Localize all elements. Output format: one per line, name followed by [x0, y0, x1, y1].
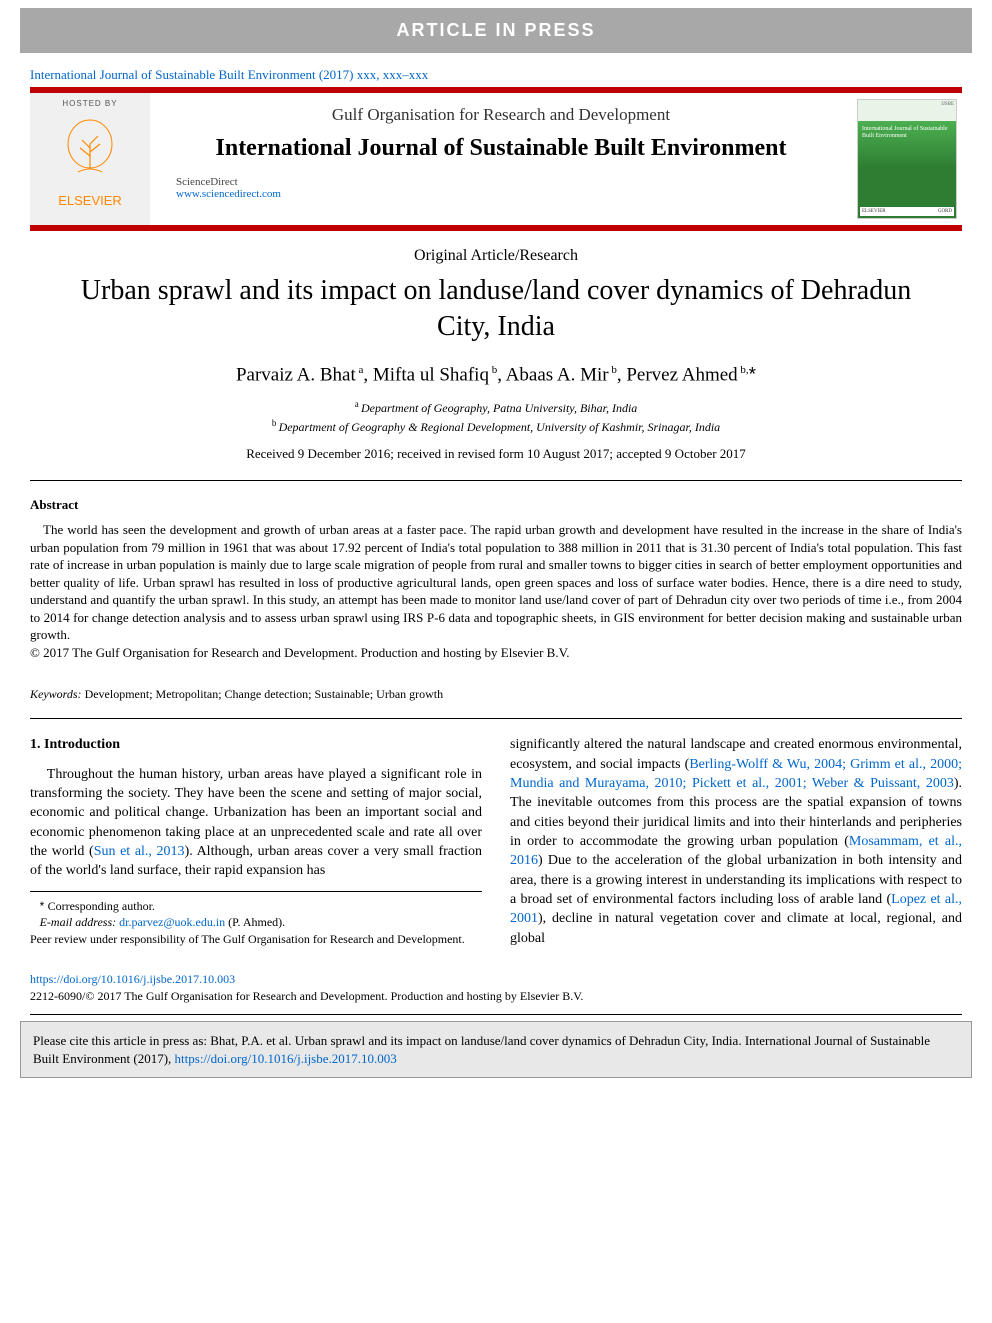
affiliations: a Department of Geography, Patna Univers… [0, 398, 992, 436]
author-1-aff: a [356, 364, 364, 376]
author-4-aff: b, [738, 364, 749, 376]
abstract-copyright: © 2017 The Gulf Organisation for Researc… [30, 644, 962, 662]
publisher-org: Gulf Organisation for Research and Devel… [160, 103, 842, 135]
cover-elsevier: ELSEVIER [862, 209, 886, 214]
abstract-heading: Abstract [30, 497, 962, 521]
divider [30, 1014, 962, 1015]
email-link[interactable]: dr.parvez@uok.edu.in [119, 915, 225, 929]
article-dates: Received 9 December 2016; received in re… [0, 436, 992, 480]
header-center: Gulf Organisation for Research and Devel… [150, 93, 852, 225]
cover-title: International Journal of Sustainable Bui… [862, 126, 952, 140]
author-3-aff: b [609, 364, 617, 376]
cite-text: Please cite this article in press as: Bh… [33, 1033, 930, 1066]
peer-review-note: Peer review under responsibility of The … [30, 931, 482, 948]
hosted-by-label: HOSTED BY [30, 99, 150, 112]
sciencedirect-label: ScienceDirect [176, 176, 842, 188]
author-3: Abaas A. Mir [506, 364, 609, 385]
section-1-heading: 1. Introduction [30, 735, 482, 764]
article-title: Urban sprawl and its impact on landuse/l… [0, 269, 992, 364]
elsevier-tree-icon [60, 116, 120, 186]
keywords-text: Development; Metropolitan; Change detect… [85, 687, 444, 701]
abstract-text: The world has seen the development and g… [30, 521, 962, 644]
cover-gord: GORD [938, 209, 952, 214]
keywords-block: Keywords: Development; Metropolitan; Cha… [0, 671, 992, 718]
abstract-section: Abstract The world has seen the developm… [0, 481, 992, 671]
journal-cover-thumbnail: IJSBE International Journal of Sustainab… [857, 99, 957, 219]
affiliation-b: Department of Geography & Regional Devel… [279, 420, 721, 434]
keywords-label: Keywords: [30, 687, 82, 701]
cite-doi-link[interactable]: https://doi.org/10.1016/j.ijsbe.2017.10.… [175, 1051, 397, 1066]
doi-link[interactable]: https://doi.org/10.1016/j.ijsbe.2017.10.… [30, 972, 962, 987]
author-2-aff: b [489, 364, 497, 376]
intro-para-1: Throughout the human history, urban area… [30, 765, 482, 881]
citation-link[interactable]: Sun et al., 2013 [94, 844, 185, 859]
author-4: Pervez Ahmed [626, 364, 737, 385]
journal-reference: International Journal of Sustainable Bui… [0, 53, 992, 87]
footnotes: * Corresponding author. E-mail address: … [30, 891, 482, 948]
aff-b-marker: b [272, 418, 279, 428]
article-type: Original Article/Research [0, 231, 992, 269]
column-left: 1. Introduction Throughout the human his… [30, 735, 482, 948]
intro-para-2: significantly altered the natural landsc… [510, 735, 962, 947]
cover-footer: ELSEVIER GORD [860, 207, 954, 216]
email-name: (P. Ahmed). [228, 915, 285, 929]
article-in-press-banner: ARTICLE IN PRESS [20, 8, 972, 53]
email-row: E-mail address: dr.parvez@uok.edu.in (P.… [30, 914, 482, 931]
citation-box: Please cite this article in press as: Bh… [20, 1021, 972, 1078]
bottom-block: https://doi.org/10.1016/j.ijsbe.2017.10.… [0, 958, 992, 1010]
corresponding-star-icon: * [749, 364, 756, 385]
corresponding-author-note: * Corresponding author. [30, 898, 482, 915]
cover-badge: IJSBE [941, 102, 954, 107]
journal-header: HOSTED BY ELSEVIER Gulf Organisation for… [30, 87, 962, 225]
author-1: Parvaiz A. Bhat [236, 364, 356, 385]
sciencedirect-link[interactable]: www.sciencedirect.com [176, 188, 842, 200]
journal-cover-box: IJSBE International Journal of Sustainab… [852, 93, 962, 225]
corresponding-text: Corresponding author. [48, 899, 155, 913]
journal-name: International Journal of Sustainable Bui… [160, 135, 842, 176]
issn-copyright: 2212-6090/© 2017 The Gulf Organisation f… [30, 987, 962, 1004]
hosted-by-box: HOSTED BY ELSEVIER [30, 93, 150, 225]
star-icon: * [40, 899, 48, 913]
elsevier-label: ELSEVIER [30, 193, 150, 208]
column-right: significantly altered the natural landsc… [510, 735, 962, 948]
sciencedirect-block: ScienceDirect www.sciencedirect.com [160, 176, 842, 200]
affiliation-a: Department of Geography, Patna Universit… [361, 401, 637, 415]
author-list: Parvaiz A. Bhat a, Mifta ul Shafiq b, Ab… [0, 364, 992, 398]
intro-text-2d: ), decline in natural vegetation cover a… [510, 911, 962, 945]
body-columns: 1. Introduction Throughout the human his… [0, 719, 992, 958]
author-2: Mifta ul Shafiq [373, 364, 489, 385]
email-label: E-mail address: [40, 915, 117, 929]
